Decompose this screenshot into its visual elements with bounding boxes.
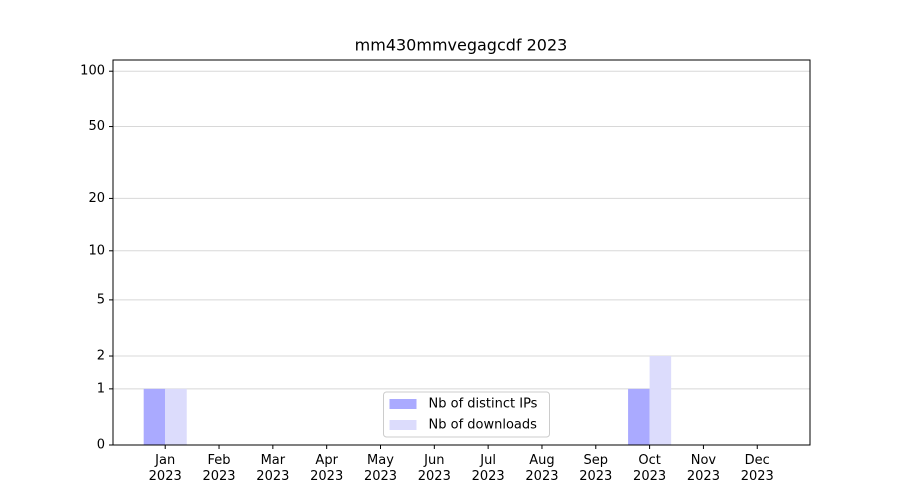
- x-tick-label: May 2023: [363, 453, 398, 484]
- bar: [628, 388, 650, 445]
- legend-swatch: [389, 399, 417, 409]
- y-tick-label: 100: [80, 64, 105, 79]
- x-tick-label: Aug 2023: [525, 453, 559, 484]
- x-tick-label: Dec 2023: [740, 453, 774, 484]
- plot-frame: [112, 59, 811, 446]
- y-tick-label: 2: [97, 349, 105, 364]
- legend-label: Nb of distinct IPs: [429, 397, 538, 412]
- y-tick-label: 20: [88, 191, 105, 206]
- legend-label: Nb of downloads: [429, 418, 538, 433]
- x-tick-label: Jul 2023: [471, 453, 505, 484]
- x-tick-label: Jan 2023: [148, 453, 182, 484]
- legend-box: [383, 391, 550, 438]
- y-tick-label: 1: [97, 381, 105, 396]
- legend: Nb of distinct IPs Nb of downloads: [383, 391, 550, 438]
- y-tick-label: 50: [88, 119, 105, 134]
- x-tick-label: Nov 2023: [686, 453, 720, 484]
- y-tick-label: 5: [97, 292, 105, 307]
- y-tick-label: 0: [97, 438, 105, 453]
- chart-title: mm430mmvegagcdf 2023: [355, 36, 568, 55]
- x-tick-label: Mar 2023: [256, 453, 290, 484]
- x-tick-label: Sep 2023: [579, 453, 613, 484]
- x-tick-label: Oct 2023: [633, 453, 667, 484]
- bar: [143, 388, 166, 445]
- x-tick-label: Apr 2023: [310, 453, 344, 484]
- x-tick-label: Jun 2023: [417, 453, 451, 484]
- bar: [649, 356, 672, 445]
- legend-swatch: [389, 420, 417, 430]
- x-tick-label: Feb 2023: [202, 453, 236, 484]
- bar: [165, 388, 187, 445]
- y-tick-label: 10: [88, 243, 105, 258]
